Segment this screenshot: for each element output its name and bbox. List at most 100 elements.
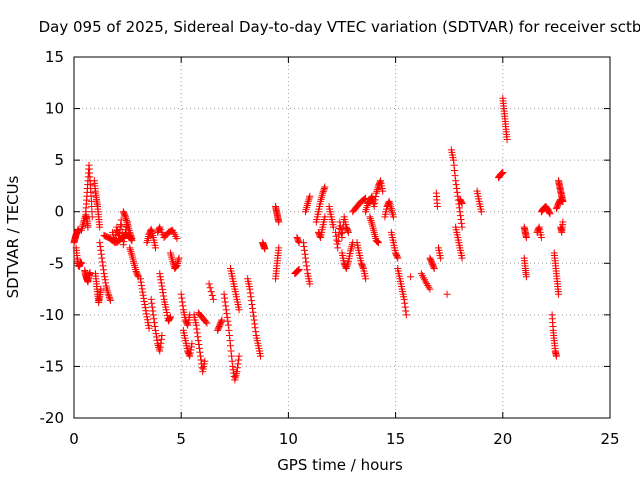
data-point <box>145 321 153 329</box>
data-point <box>229 362 237 370</box>
data-point <box>173 261 181 269</box>
data-point <box>546 210 554 218</box>
data-point <box>344 259 352 267</box>
data-point <box>169 259 177 267</box>
data-point <box>246 289 254 297</box>
data-point <box>149 307 157 315</box>
data-point <box>101 273 109 281</box>
data-point <box>140 294 148 302</box>
data-point <box>98 258 106 266</box>
data-point <box>152 330 160 338</box>
data-point <box>379 187 387 195</box>
data-point <box>301 250 309 258</box>
data-point <box>386 199 394 207</box>
data-point <box>499 169 507 177</box>
data-point <box>343 263 351 271</box>
data-point <box>522 234 530 241</box>
data-point <box>121 212 129 220</box>
data-point <box>235 306 243 314</box>
data-point <box>207 288 215 296</box>
data-point <box>208 292 216 300</box>
data-point <box>101 276 109 284</box>
data-point <box>321 183 329 191</box>
data-point <box>98 254 106 262</box>
data-point <box>344 227 352 235</box>
data-point <box>458 199 466 207</box>
y-tick-label: 5 <box>54 151 64 169</box>
data-point <box>394 254 402 262</box>
data-point <box>84 223 92 231</box>
data-point <box>423 280 431 288</box>
data-point <box>111 239 119 247</box>
data-point <box>343 261 351 269</box>
data-point <box>497 170 505 178</box>
data-point <box>498 170 506 178</box>
data-point <box>203 319 211 327</box>
data-point <box>250 316 258 324</box>
y-tick-label: -5 <box>49 254 64 272</box>
data-point <box>294 267 302 275</box>
data-point <box>300 246 308 254</box>
data-point <box>248 304 256 312</box>
data-point <box>251 324 259 332</box>
data-point <box>370 203 378 211</box>
data-point <box>218 316 226 324</box>
data-point <box>249 308 257 316</box>
data-point <box>126 228 134 236</box>
data-point <box>295 266 303 274</box>
data-point <box>374 239 382 247</box>
data-point <box>172 263 180 271</box>
data-point <box>150 315 158 323</box>
data-point <box>365 198 373 206</box>
data-point <box>86 269 94 277</box>
data-point <box>193 325 201 333</box>
data-point <box>96 239 104 247</box>
data-point <box>229 366 237 374</box>
data-point <box>118 222 126 230</box>
data-point <box>373 187 381 195</box>
data-point <box>185 351 193 359</box>
data-point <box>188 340 196 348</box>
data-point <box>139 291 147 299</box>
data-point <box>217 317 225 325</box>
data-point <box>158 282 166 290</box>
data-point <box>117 216 125 224</box>
data-point <box>251 320 259 328</box>
data-point <box>424 281 432 289</box>
data-point <box>303 266 311 274</box>
data-point <box>302 254 310 262</box>
data-point <box>306 280 314 288</box>
data-point <box>227 342 235 350</box>
data-point <box>422 278 430 286</box>
data-point <box>173 235 181 243</box>
data-point <box>122 215 130 223</box>
data-point <box>183 320 191 328</box>
data-point <box>559 197 567 205</box>
data-point <box>156 273 164 281</box>
data-point <box>257 352 265 360</box>
data-point <box>157 335 165 343</box>
data-point <box>99 266 107 274</box>
data-point <box>387 203 395 211</box>
data-point <box>372 189 380 197</box>
data-point <box>522 273 530 281</box>
data-point <box>166 313 174 321</box>
data-point <box>177 290 185 298</box>
data-point <box>195 344 203 352</box>
data-point <box>386 201 394 209</box>
data-point <box>225 326 233 334</box>
data-point <box>261 245 269 253</box>
y-tick-label: 0 <box>54 203 64 221</box>
data-point <box>166 314 174 322</box>
data-point <box>452 181 460 189</box>
data-point <box>329 223 337 231</box>
data-point <box>159 289 167 297</box>
data-point <box>407 273 415 281</box>
data-point <box>163 309 171 317</box>
data-point <box>187 343 195 351</box>
data-point <box>150 319 158 327</box>
data-point <box>334 237 342 245</box>
data-point <box>305 196 313 204</box>
data-point <box>222 302 230 310</box>
